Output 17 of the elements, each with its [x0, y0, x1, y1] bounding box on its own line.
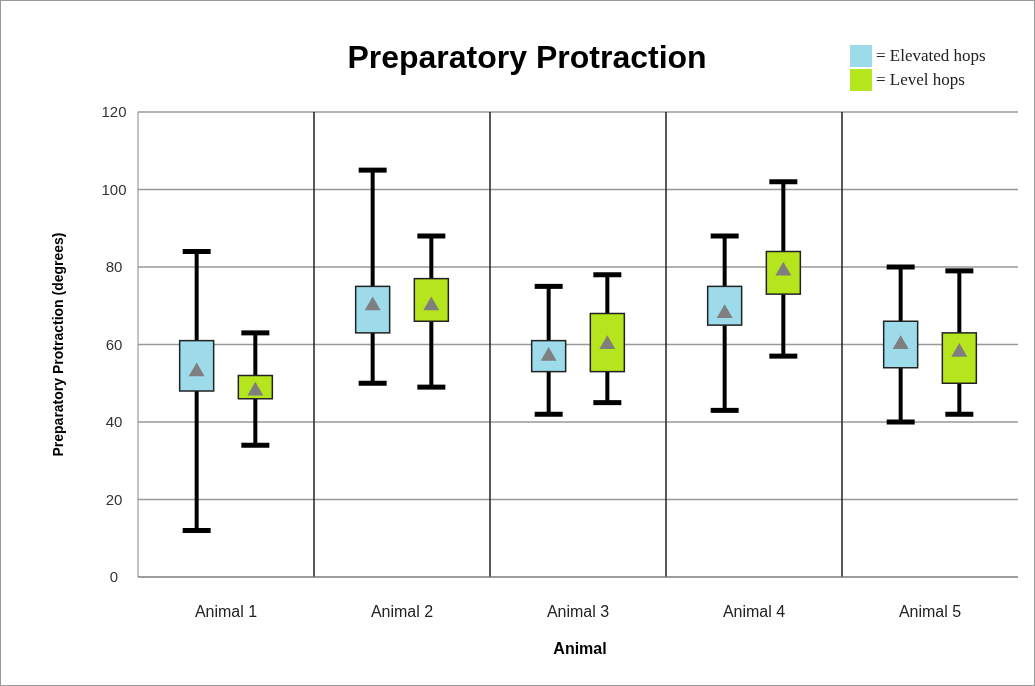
x-tick-label: Animal 5: [898, 603, 962, 620]
y-tick-label: 80: [105, 258, 123, 276]
y-axis-title: Preparatory Protraction (degrees): [50, 232, 66, 457]
x-tick-label: Animal 1: [194, 603, 258, 620]
legend-label: = Level hops: [876, 70, 965, 89]
y-tick-label: 0: [109, 568, 119, 586]
chart-title: Preparatory Protraction: [347, 39, 707, 75]
y-tick-label: 100: [101, 180, 127, 198]
y-tick-label: 20: [105, 490, 123, 508]
legend-label: = Elevated hops: [876, 46, 986, 65]
y-tick-label: 60: [105, 335, 123, 353]
y-tick-label: 120: [101, 103, 127, 121]
x-axis-title: Animal: [553, 640, 607, 657]
y-tick-label: 40: [105, 413, 123, 431]
x-tick-label: Animal 2: [370, 603, 434, 620]
x-tick-label: Animal 3: [546, 603, 610, 620]
x-tick-label: Animal 4: [722, 603, 786, 620]
